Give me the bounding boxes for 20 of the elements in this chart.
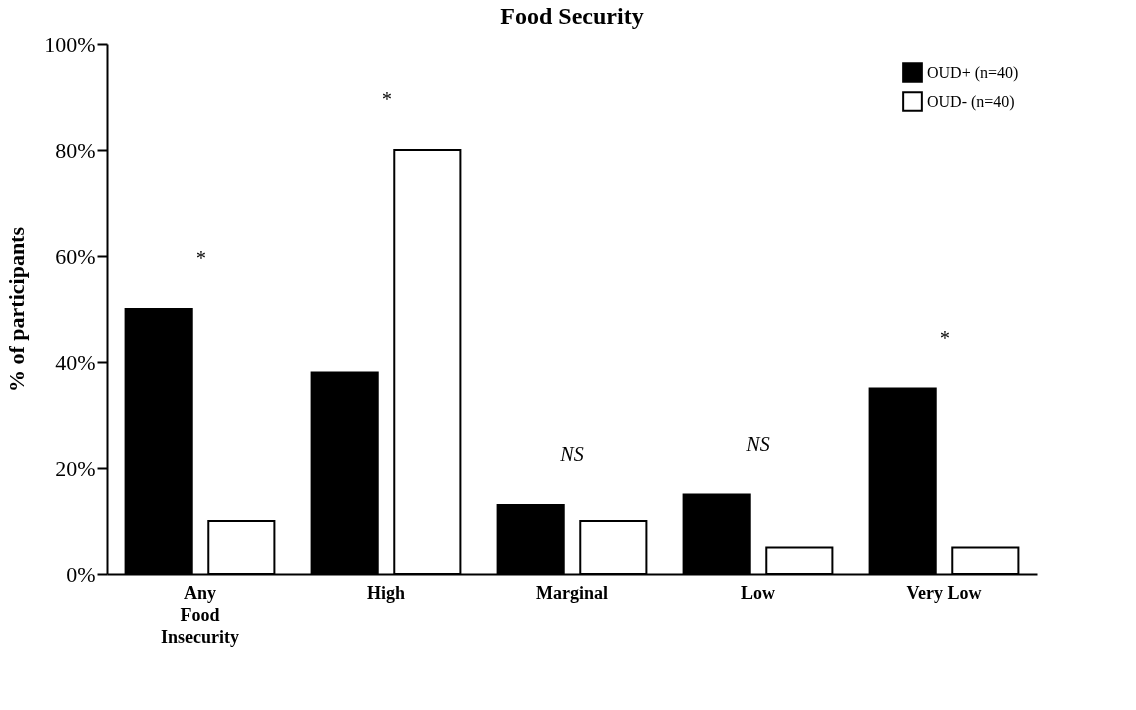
- y-tick-label: 40%: [55, 349, 96, 375]
- y-axis-title: % of participants: [4, 226, 30, 392]
- annotation: *: [381, 88, 391, 110]
- x-tick-label: Any Food Insecurity: [161, 582, 239, 647]
- x-tick-label: Very Low: [906, 582, 982, 603]
- x-tick-label: Marginal: [536, 582, 608, 603]
- legend-label: OUD+ (n=40): [927, 63, 1019, 82]
- y-tick-label: 20%: [55, 455, 96, 481]
- annotation: *: [195, 247, 205, 269]
- chart-title: Food Security: [500, 3, 644, 29]
- annotation: *: [939, 326, 949, 349]
- x-tick-label: High: [366, 582, 406, 603]
- annotation: NS: [559, 443, 584, 466]
- y-tick-label: 0%: [66, 561, 96, 587]
- x-tick-label: Low: [740, 582, 776, 603]
- annotation: NS: [745, 432, 770, 455]
- legend-label: OUD- (n=40): [927, 92, 1015, 111]
- y-tick-label: 80%: [55, 137, 96, 163]
- y-tick-label: 60%: [55, 243, 96, 269]
- y-tick-label: 100%: [44, 31, 96, 57]
